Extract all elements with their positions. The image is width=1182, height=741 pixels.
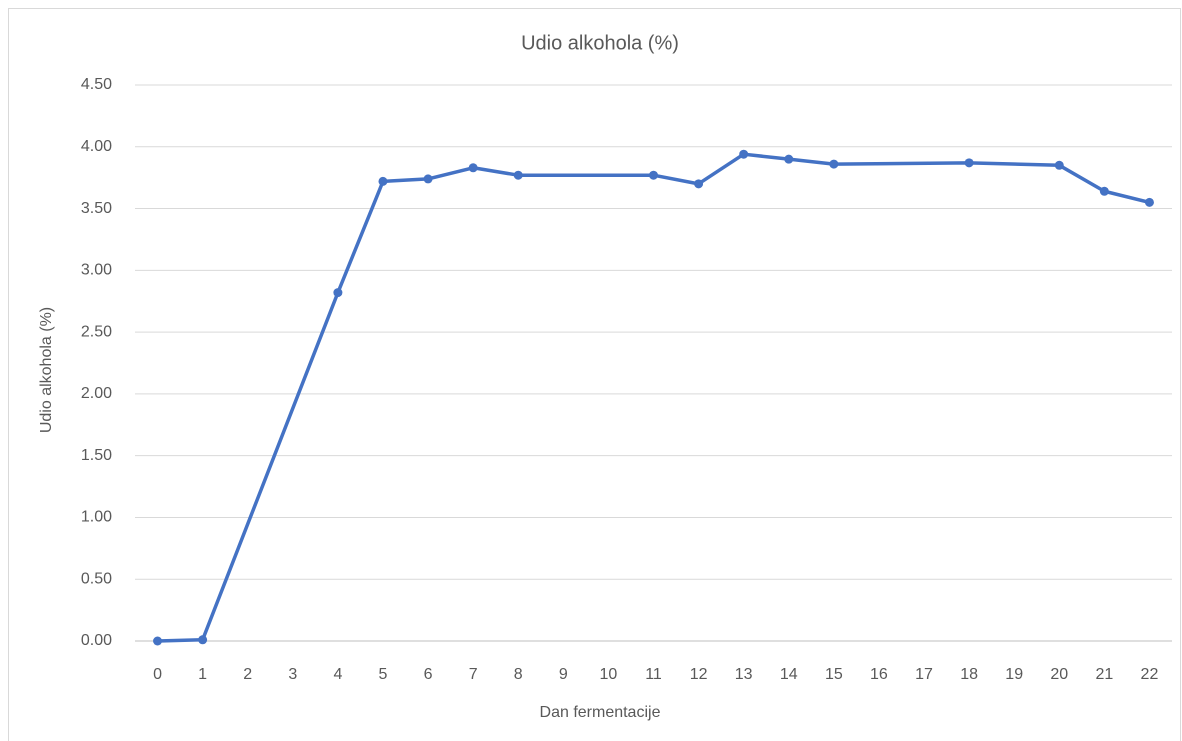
data-point (1099, 186, 1109, 196)
x-tick-label: 9 (559, 666, 568, 683)
x-tick-label: 20 (1050, 666, 1068, 683)
series-line (157, 152, 1150, 643)
y-tick-label: 1.50 (81, 447, 112, 464)
chart-title: Udio alkohola (%) (521, 32, 679, 54)
data-point (513, 170, 523, 180)
y-tick-label: 3.00 (81, 262, 112, 279)
data-point (333, 288, 343, 298)
y-tick-label: 1.00 (81, 509, 112, 526)
data-point (1054, 160, 1064, 170)
x-tick-label: 22 (1141, 666, 1159, 683)
y-tick-label: 3.50 (81, 200, 112, 217)
x-tick-label: 17 (915, 666, 933, 683)
x-tick-label: 14 (780, 666, 798, 683)
x-tick-label: 6 (424, 666, 433, 683)
x-tick-label: 1 (198, 666, 207, 683)
y-axis-label: Udio alkohola (%) (38, 307, 55, 433)
y-tick-label: 0.00 (81, 632, 112, 649)
x-tick-label: 2 (243, 666, 252, 683)
data-point (153, 636, 163, 646)
chart-frame (8, 8, 1181, 741)
data-point (649, 170, 658, 180)
data-point (784, 154, 794, 164)
data-point (1144, 197, 1154, 207)
x-tick-label: 12 (690, 666, 708, 683)
x-tick-label: 21 (1095, 666, 1113, 683)
x-tick-label: 0 (153, 666, 162, 683)
data-point (964, 158, 974, 168)
x-tick-label: 18 (960, 666, 978, 683)
x-tick-label: 4 (333, 666, 342, 683)
x-tick-label: 10 (600, 666, 618, 683)
y-tick-label: 2.50 (81, 323, 112, 340)
data-point (829, 159, 839, 169)
data-point (694, 179, 704, 189)
x-tick-label: 15 (825, 666, 843, 683)
y-tick-label: 4.00 (81, 138, 112, 155)
x-tick-label: 5 (379, 666, 388, 683)
x-axis-label: Dan fermentacije (540, 704, 661, 721)
y-tick-label: 4.50 (81, 76, 112, 93)
data-point (198, 635, 208, 645)
data-point (739, 149, 749, 159)
x-tick-label: 16 (870, 666, 888, 683)
x-tick-label: 19 (1005, 666, 1023, 683)
x-tick-label: 7 (469, 666, 478, 683)
x-tick-label: 13 (735, 666, 753, 683)
y-tick-label: 2.00 (81, 385, 112, 402)
data-point (468, 163, 478, 173)
data-point (423, 174, 433, 184)
y-tick-label: 0.50 (81, 570, 112, 587)
x-tick-label: 3 (288, 666, 297, 683)
x-tick-label: 8 (514, 666, 523, 683)
data-point (378, 176, 388, 186)
x-tick-label: 11 (645, 666, 662, 683)
